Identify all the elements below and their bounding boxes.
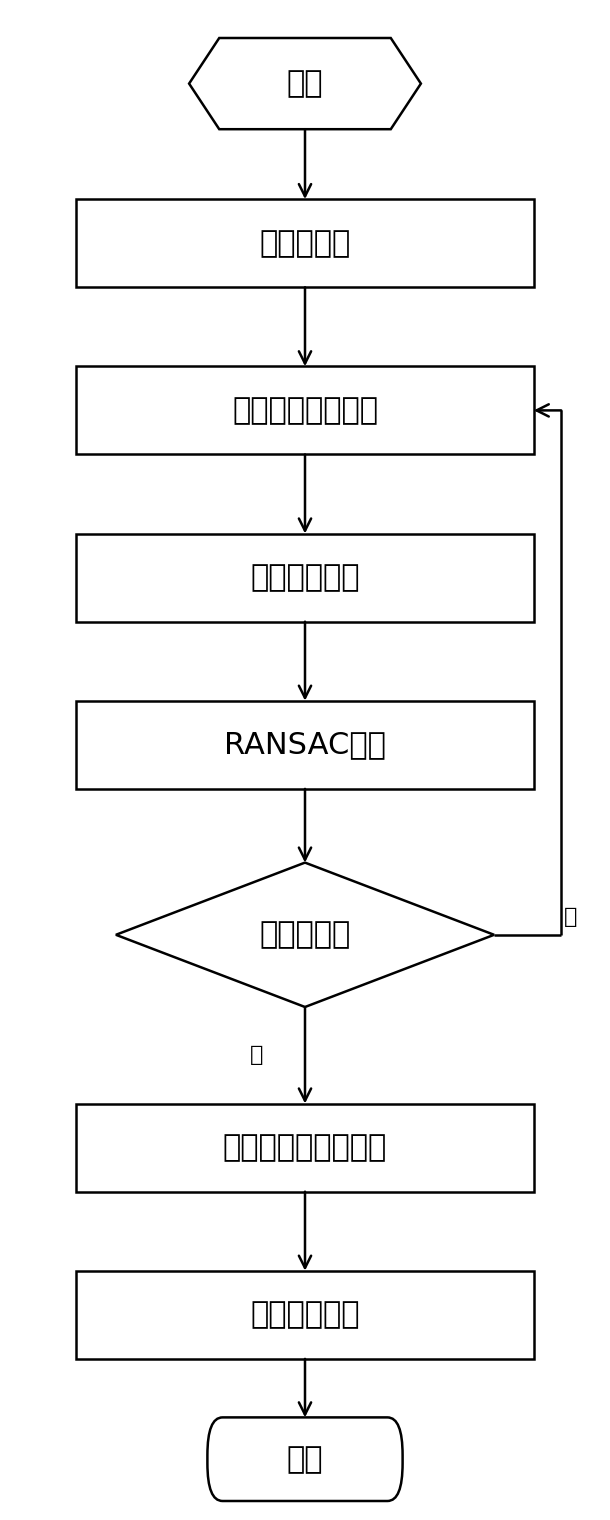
Text: RANSAC排异: RANSAC排异 <box>224 730 386 760</box>
Text: 光斑空间三维点坐标: 光斑空间三维点坐标 <box>223 1132 387 1163</box>
Polygon shape <box>189 38 421 129</box>
Text: 图像预处理: 图像预处理 <box>259 228 351 258</box>
FancyBboxPatch shape <box>76 1104 534 1192</box>
Text: 光斑质心中心定位: 光斑质心中心定位 <box>232 395 378 426</box>
FancyBboxPatch shape <box>207 1417 403 1502</box>
Text: 结束: 结束 <box>287 1444 323 1474</box>
Text: 当前为最优: 当前为最优 <box>259 920 351 950</box>
Text: 否: 否 <box>564 906 578 927</box>
FancyBboxPatch shape <box>76 366 534 454</box>
FancyBboxPatch shape <box>76 534 534 622</box>
FancyBboxPatch shape <box>76 1271 534 1359</box>
FancyBboxPatch shape <box>76 199 534 287</box>
Polygon shape <box>116 863 494 1008</box>
Text: 开始: 开始 <box>287 68 323 99</box>
Text: 空间直线拟合: 空间直线拟合 <box>250 562 360 593</box>
FancyBboxPatch shape <box>76 701 534 789</box>
Text: 是: 是 <box>249 1046 263 1066</box>
Text: 尺度因子求取: 尺度因子求取 <box>250 1300 360 1330</box>
